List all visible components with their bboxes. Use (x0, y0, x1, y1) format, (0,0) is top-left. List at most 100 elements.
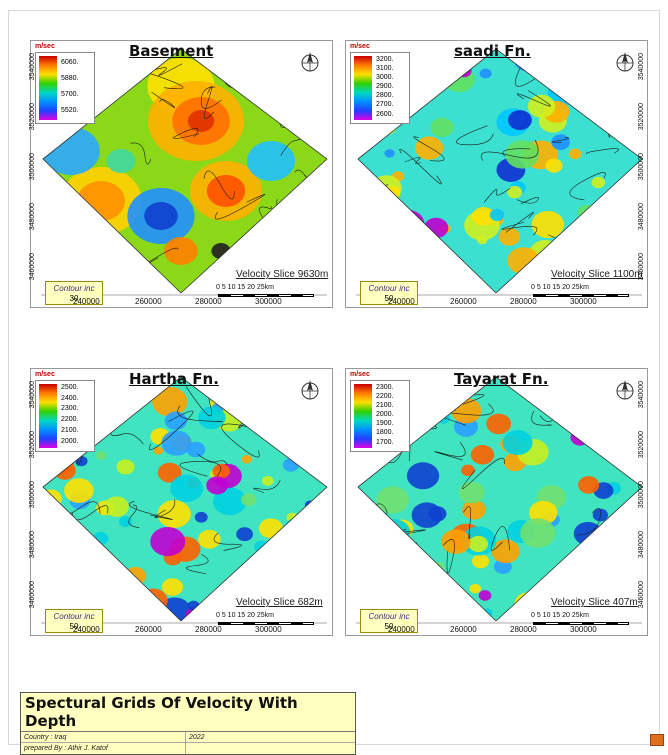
scale-bar (218, 294, 314, 297)
velocity-anomaly (505, 140, 540, 169)
title-block-title: Spectural Grids Of Velocity With Depth (21, 693, 355, 732)
contour-line (82, 245, 126, 263)
velocity-anomaly (262, 548, 286, 569)
legend-colorbar (39, 384, 57, 448)
velocity-anomaly (531, 210, 565, 239)
legend-tick: 1800. (376, 429, 394, 437)
contour-inc-label: Contour inc (53, 284, 95, 293)
velocity-anomaly (545, 158, 563, 173)
contour-line (569, 172, 606, 201)
contour-line (151, 91, 176, 108)
y-tick-label: 3460000 (638, 581, 645, 609)
contour-line (598, 203, 640, 217)
velocity-anomaly (578, 476, 600, 494)
velocity-anomaly (304, 500, 316, 510)
contour-line (516, 90, 551, 107)
y-tick-label: 3520000 (29, 431, 36, 459)
velocity-anomaly (153, 446, 164, 455)
scale-labels: 0 5 10 15 20 25km (531, 284, 589, 291)
scale-labels: 0 5 10 15 20 25km (216, 284, 274, 291)
velocity-anomaly (502, 430, 533, 455)
velocity-anomaly (212, 487, 247, 516)
velocity-anomaly (281, 533, 302, 550)
legend-tick: 2000. (376, 411, 394, 419)
contour-line (564, 561, 597, 581)
contour-line (185, 554, 209, 575)
contour-line (568, 245, 624, 264)
contour-line (501, 221, 538, 236)
contour-line (149, 410, 194, 451)
legend-colorbar (39, 56, 57, 120)
x-tick-label: 300000 (255, 297, 282, 306)
contour-line (481, 139, 539, 161)
contour-line (387, 555, 411, 587)
velocity-anomaly (441, 529, 471, 554)
x-tick-label: 240000 (73, 297, 100, 306)
y-tick-label: 3480000 (638, 531, 645, 559)
velocity-anomaly (390, 209, 425, 238)
contour-line (43, 546, 68, 566)
velocity-anomaly (258, 518, 283, 539)
x-tick-label: 260000 (135, 625, 162, 634)
velocity-anomaly (206, 476, 228, 495)
velocity-anomaly (391, 246, 407, 260)
legend-tick: 2600. (376, 110, 394, 118)
legend-tick: 1700. (376, 438, 394, 446)
panel-title: Hartha Fn. (129, 370, 219, 388)
contour-line (411, 594, 451, 610)
x-tick-label: 280000 (195, 625, 222, 634)
velocity-anomaly (240, 493, 257, 507)
contour-line (197, 453, 228, 466)
contour-line (179, 461, 222, 477)
contour-line (434, 442, 466, 461)
y-tick-label: 3480000 (29, 531, 36, 559)
velocity-anomaly (491, 539, 520, 564)
contour-line (413, 136, 445, 162)
contour-line (303, 572, 327, 586)
unit-label: m/sec (35, 43, 55, 50)
export-icon[interactable] (650, 734, 664, 746)
velocity-anomaly (384, 580, 412, 604)
contour-line (129, 500, 173, 520)
velocity-anomaly (212, 463, 230, 479)
velocity-anomaly (236, 527, 253, 542)
velocity-anomaly (591, 176, 606, 189)
velocity-anomaly (406, 462, 440, 490)
velocity-anomaly (116, 459, 135, 475)
velocity-anomaly (198, 529, 221, 549)
scale-labels: 0 5 10 15 20 25km (216, 612, 274, 619)
contour-line (463, 506, 472, 540)
scale-bar (218, 622, 314, 625)
velocity-anomaly (104, 496, 129, 517)
north-arrow-icon (614, 51, 636, 73)
velocity-anomaly (119, 516, 133, 528)
velocity-anomaly (472, 553, 490, 569)
legend-tick: 2900. (376, 83, 394, 91)
velocity-anomaly (43, 127, 100, 175)
velocity-anomaly (507, 110, 532, 130)
contour-line (461, 457, 505, 489)
legend-tick: 2700. (376, 101, 394, 109)
velocity-anomaly (415, 136, 444, 160)
velocity-anomaly (596, 574, 626, 599)
contour-inc-box: Contour inc 50 (360, 609, 418, 633)
legend-tick: 2100. (376, 402, 394, 410)
legend-tick: 6060. (61, 59, 79, 66)
contour-line (442, 539, 455, 574)
x-tick-label: 240000 (73, 625, 100, 634)
velocity-anomaly (568, 148, 582, 160)
contour-line (43, 217, 75, 247)
x-tick-label: 300000 (255, 625, 282, 634)
velocity-anomaly (430, 117, 454, 138)
legend-tick: 1900. (376, 420, 394, 428)
y-tick-label: 3460000 (29, 581, 36, 609)
velocity-anomaly (265, 418, 285, 434)
velocity-anomaly (576, 393, 596, 409)
unit-label: m/sec (35, 371, 55, 378)
velocity-anomaly (301, 519, 320, 535)
year-label: 2022 (189, 734, 205, 741)
velocity-anomaly (383, 238, 398, 251)
velocity-anomaly (507, 247, 540, 275)
x-tick-label: 240000 (388, 625, 415, 634)
velocity-anomaly (606, 96, 642, 126)
